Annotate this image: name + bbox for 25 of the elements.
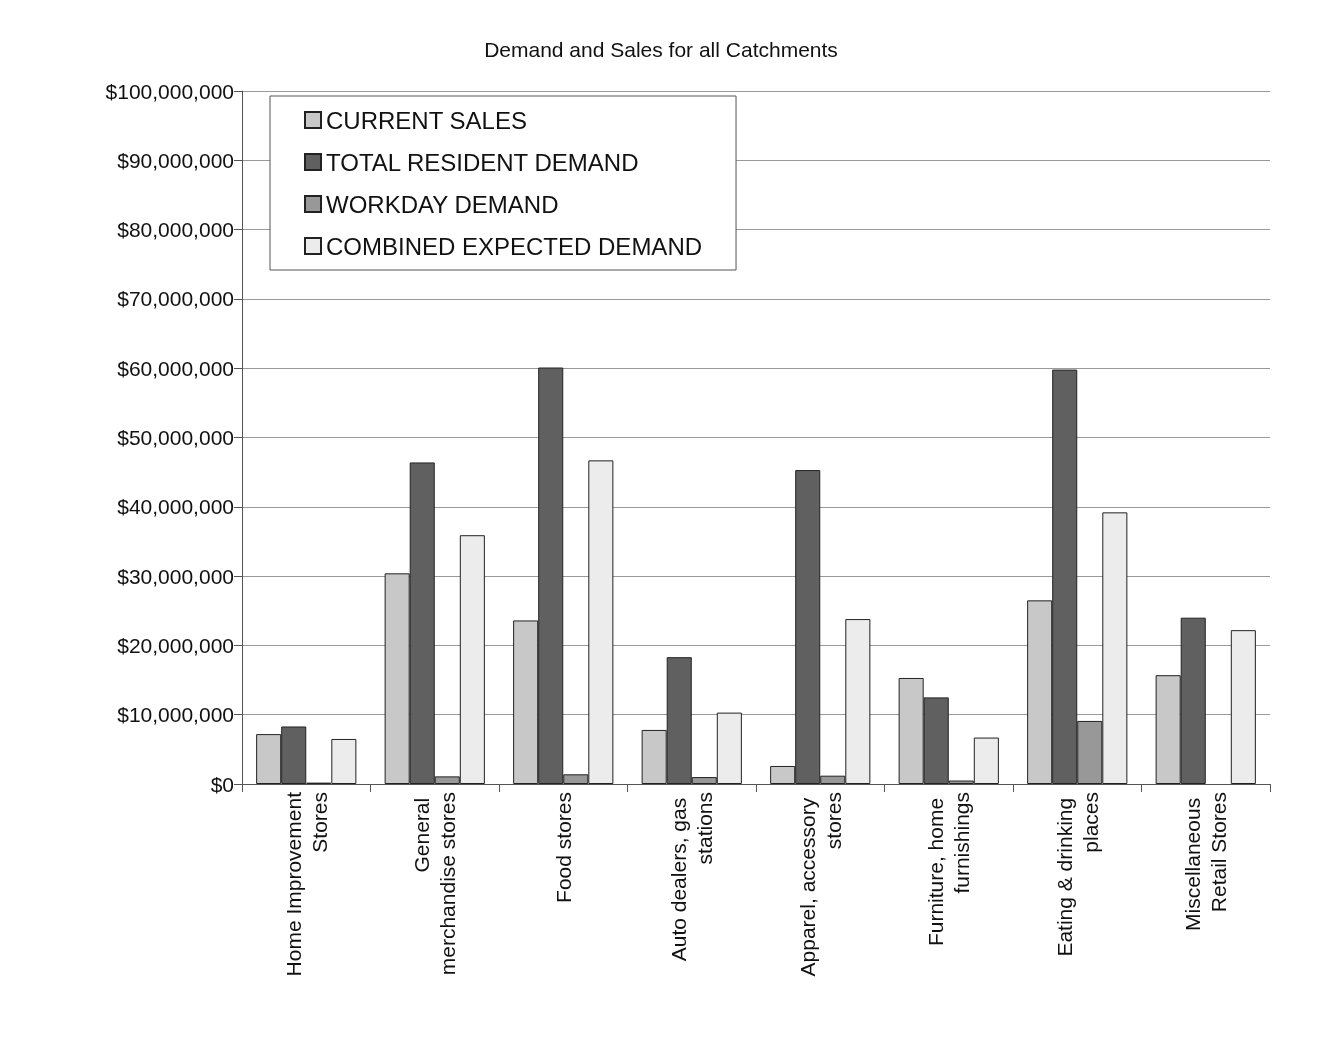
legend-label: TOTAL RESIDENT DEMAND xyxy=(326,148,639,176)
x-tick-label: General merchandise stores xyxy=(410,792,460,976)
x-tick-label: Food stores xyxy=(551,792,575,903)
y-tick-label: $30,000,000 xyxy=(117,564,234,588)
x-tick-label: Miscellaneous Retail Stores xyxy=(1181,792,1231,931)
x-tick-label: Apparel, accessory stores xyxy=(795,792,845,977)
y-tick-label: $70,000,000 xyxy=(117,287,234,311)
y-tick-label: $80,000,000 xyxy=(117,218,234,242)
legend-label: COMBINED EXPECTED DEMAND xyxy=(326,232,703,260)
y-tick-label: $40,000,000 xyxy=(117,495,234,519)
x-tick-label: Home Improvement Stores xyxy=(281,791,331,977)
y-tick-label: $10,000,000 xyxy=(117,703,234,727)
y-tick-label: $90,000,000 xyxy=(117,148,234,172)
legend-label: CURRENT SALES xyxy=(326,106,527,134)
y-tick-label: $0 xyxy=(210,772,234,796)
x-tick-label: Auto dealers, gas stations xyxy=(667,792,717,962)
bar xyxy=(1230,630,1256,784)
legend-label: WORKDAY DEMAND xyxy=(326,190,559,218)
y-tick-label: $100,000,000 xyxy=(105,79,234,103)
x-tick-label: Furniture, home furnishings xyxy=(924,792,974,947)
y-tick-label: $20,000,000 xyxy=(117,633,234,657)
y-tick-label: $60,000,000 xyxy=(117,356,234,380)
x-tick-label: Eating & drinking places xyxy=(1052,792,1102,957)
chart-title: Demand and Sales for all Catchments xyxy=(484,38,838,61)
y-tick-label: $50,000,000 xyxy=(117,426,234,449)
